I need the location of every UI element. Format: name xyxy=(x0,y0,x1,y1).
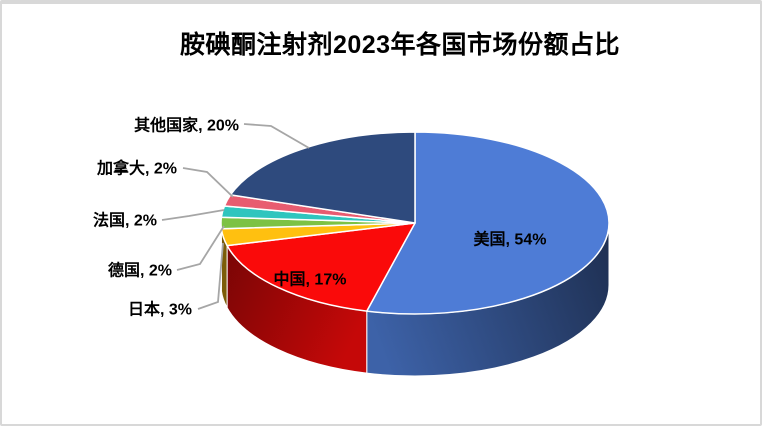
leader-line-germany xyxy=(176,225,225,271)
leader-line-japan xyxy=(197,242,224,310)
slice-label-others: 其他国家, 20% xyxy=(134,116,239,135)
slice-label-china: 中国, 17% xyxy=(274,270,347,289)
slice-label-canada: 加拿大, 2% xyxy=(96,159,177,178)
leader-line-others xyxy=(243,123,310,149)
slice-label-usa: 美国, 54% xyxy=(474,230,547,249)
leader-line-france xyxy=(161,209,225,221)
pie-slice-china xyxy=(226,222,416,312)
slice-label-japan: 日本, 3% xyxy=(128,300,192,319)
chart-title: 胺碘酮注射剂2023年各国市场份额占比 xyxy=(179,31,621,59)
slice-label-germany: 德国, 2% xyxy=(108,261,172,280)
pie-chart: 美国, 54% 中国, 17% 日本, 3% 德国, 2% 法国, 2% 加拿大, 2% 其… xyxy=(93,116,610,377)
slice-label-france: 法国, 2% xyxy=(93,211,157,230)
leader-line-canada xyxy=(182,167,234,198)
pie-slice-usa xyxy=(366,131,610,315)
pie-slice-others xyxy=(229,131,416,224)
